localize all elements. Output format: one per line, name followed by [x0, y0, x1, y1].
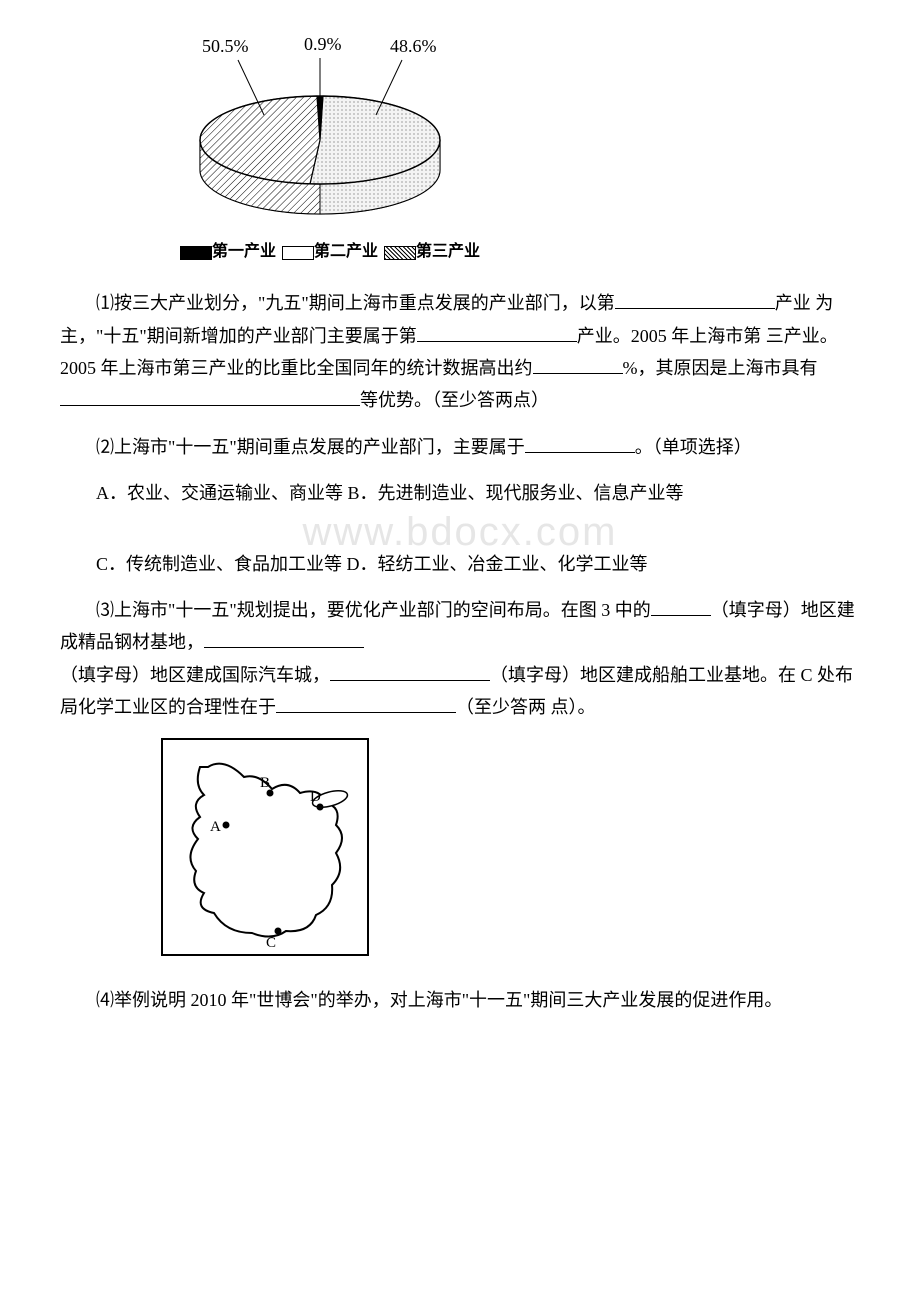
q3-t5: （至少答两 点）。	[456, 697, 596, 717]
blank[interactable]	[651, 594, 711, 616]
question-1: ⑴按三大产业划分，"九五"期间上海市重点发展的产业部门，以第产业 为主，"十五"…	[60, 287, 860, 417]
legend-text-2: 第二产业	[314, 238, 378, 267]
q1-t4: %，其原因是上海市具有	[623, 358, 818, 378]
q1-t5: 等优势。（至少答两点）	[360, 390, 549, 410]
q1-lead: ⑴按三大产业划分，"九五"期间上海市重点发展的产业部门，以第	[96, 293, 615, 313]
blank[interactable]	[525, 431, 615, 453]
map-container: A B C D	[160, 737, 860, 967]
map-label-d: D	[310, 789, 321, 805]
blank[interactable]	[366, 692, 456, 714]
legend-text-3: 第三产业	[416, 238, 480, 267]
legend-swatch-white	[282, 246, 314, 260]
blank[interactable]	[276, 692, 366, 714]
q2-tail: 。（单项选择）	[635, 437, 752, 457]
map-label-b: B	[260, 775, 270, 791]
q2-lead: ⑵上海市"十一五"期间重点发展的产业部门，主要属于	[96, 437, 525, 457]
legend-item-1: 第一产业	[180, 238, 276, 267]
legend-swatch-hatch	[384, 246, 416, 260]
pie-chart-container: 50.5% 0.9% 48.6% 第一产业 第二产业 第三产业	[140, 20, 500, 267]
chart-legend: 第一产业 第二产业 第三产业	[180, 238, 500, 267]
pie-chart: 50.5% 0.9% 48.6%	[140, 20, 500, 220]
q3-t3a: （填字母）地区建成国际汽车城，	[60, 665, 330, 685]
slice-label-center: 0.9%	[304, 34, 342, 54]
q2-options-cd: C．传统制造业、食品加工业等 D．轻纺工业、冶金工业、化学工业等	[60, 548, 860, 580]
q3-lead: ⑶上海市"十一五"规划提出，要优化产业部门的空间布局。在图 3 中的	[96, 600, 651, 620]
blank[interactable]	[60, 385, 360, 407]
legend-text-1: 第一产业	[212, 238, 276, 267]
blank[interactable]	[615, 288, 775, 310]
blank[interactable]	[533, 352, 623, 374]
map-label-c: C	[266, 935, 276, 951]
blank[interactable]	[417, 320, 577, 342]
map: A B C D	[160, 737, 370, 957]
slice-label-left: 50.5%	[202, 36, 249, 56]
question-3: ⑶上海市"十一五"规划提出，要优化产业部门的空间布局。在图 3 中的 （填字母）地…	[60, 594, 860, 724]
legend-item-3: 第三产业	[384, 238, 480, 267]
question-4: ⑷举例说明 2010 年"世博会"的举办，对上海市"十一五"期间三大产业发展的促…	[60, 984, 860, 1016]
legend-item-2: 第二产业	[282, 238, 378, 267]
map-label-a: A	[210, 819, 221, 835]
legend-swatch-black	[180, 246, 212, 260]
slice-label-right: 48.6%	[390, 36, 437, 56]
blank[interactable]	[204, 627, 364, 649]
q2-options-ab: A．农业、交通运输业、商业等 B．先进制造业、现代服务业、信息产业等	[60, 477, 860, 509]
question-2: ⑵上海市"十一五"期间重点发展的产业部门，主要属于 。（单项选择）	[60, 431, 860, 463]
blank[interactable]	[615, 431, 635, 453]
blank[interactable]	[330, 659, 490, 681]
